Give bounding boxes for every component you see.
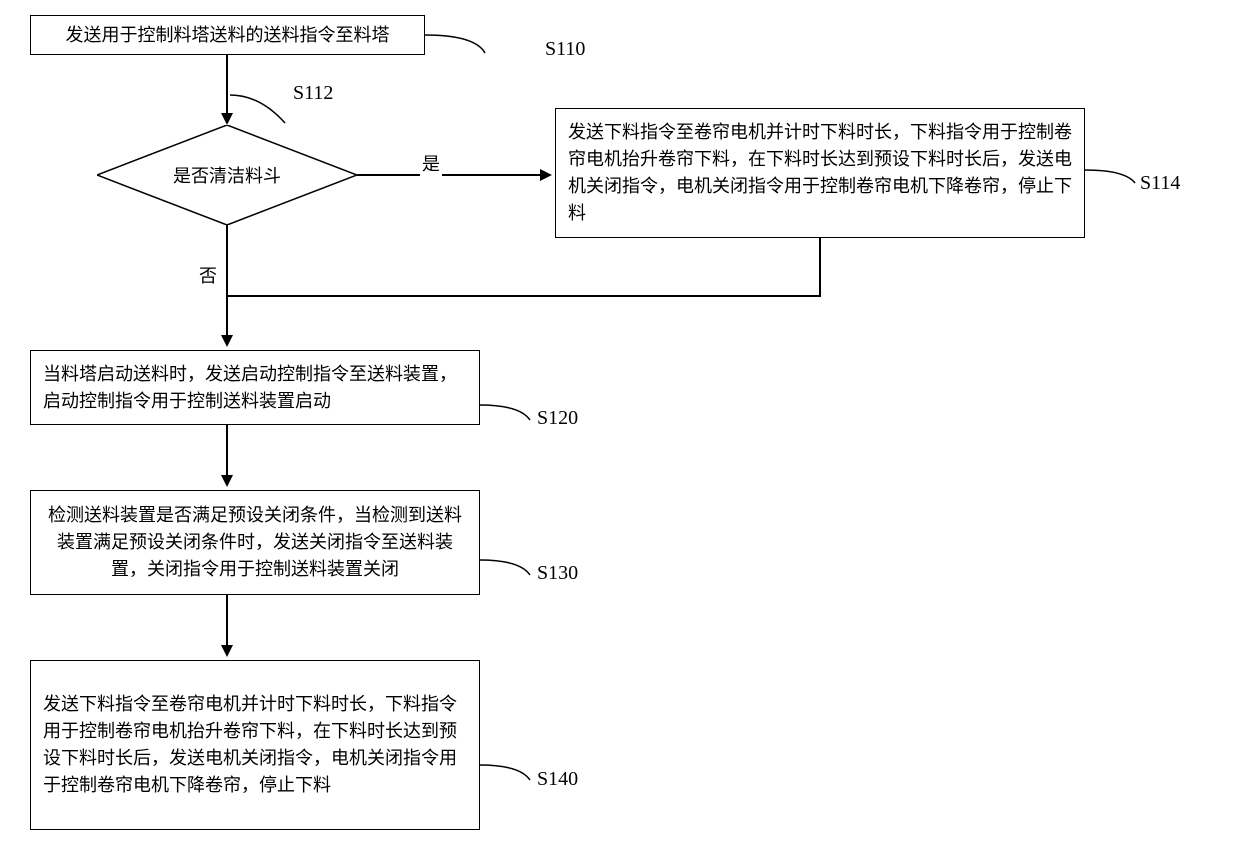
arrow-line: [226, 55, 228, 115]
arrow-line: [357, 174, 542, 176]
node-text: 发送下料指令至卷帘电机并计时下料时长，下料指令用于控制卷帘电机抬升卷帘下料，在下…: [43, 691, 467, 799]
node-text: 当料塔启动送料时，发送启动控制指令至送料装置，启动控制指令用于控制送料装置启动: [43, 361, 467, 415]
arrowhead: [540, 169, 552, 181]
arrow-line: [226, 295, 228, 337]
edge-label-yes: 是: [420, 148, 442, 178]
node-text: 检测送料装置是否满足预设关闭条件，当检测到送料装置满足预设关闭条件时，发送关闭指…: [43, 502, 467, 583]
edge-label-no: 否: [197, 260, 219, 290]
step-label-s112: S112: [293, 82, 333, 105]
flowchart-node-s130: 检测送料装置是否满足预设关闭条件，当检测到送料装置满足预设关闭条件时，发送关闭指…: [30, 490, 480, 595]
arrowhead: [221, 645, 233, 657]
step-label-s130: S130: [537, 562, 578, 585]
arrow-line: [819, 238, 821, 295]
node-text: 发送下料指令至卷帘电机并计时下料时长，下料指令用于控制卷帘电机抬升卷帘下料，在下…: [568, 119, 1072, 227]
decision-text: 是否清洁料斗: [97, 125, 357, 225]
step-label-s120: S120: [537, 407, 578, 430]
arrowhead: [221, 475, 233, 487]
node-text: 发送用于控制料塔送料的送料指令至料塔: [66, 22, 390, 49]
step-label-s114: S114: [1140, 172, 1180, 195]
arrow-line: [226, 225, 228, 295]
flowchart-node-s140: 发送下料指令至卷帘电机并计时下料时长，下料指令用于控制卷帘电机抬升卷帘下料，在下…: [30, 660, 480, 830]
arrow-line: [226, 425, 228, 477]
step-label-s110: S110: [545, 38, 585, 61]
step-label-s140: S140: [537, 768, 578, 791]
flowchart-node-s110: 发送用于控制料塔送料的送料指令至料塔: [30, 15, 425, 55]
connector-s110-label: [425, 25, 540, 55]
arrow-line: [226, 595, 228, 647]
arrowhead: [221, 335, 233, 347]
flowchart-node-s120: 当料塔启动送料时，发送启动控制指令至送料装置，启动控制指令用于控制送料装置启动: [30, 350, 480, 425]
flowchart-node-s114: 发送下料指令至卷帘电机并计时下料时长，下料指令用于控制卷帘电机抬升卷帘下料，在下…: [555, 108, 1085, 238]
flowchart-decision-s112: 是否清洁料斗: [97, 125, 357, 225]
arrow-line: [226, 295, 821, 297]
